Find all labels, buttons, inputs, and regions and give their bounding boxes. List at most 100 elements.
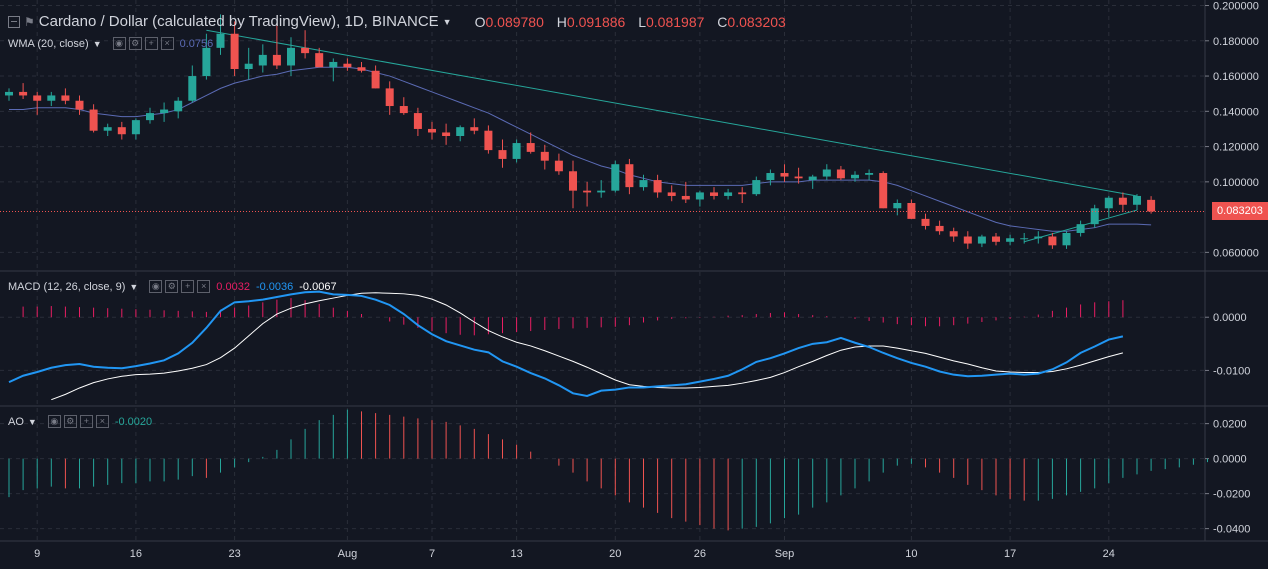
candle-body bbox=[484, 130, 493, 151]
candle-body bbox=[992, 236, 1000, 242]
ao-label[interactable]: AO bbox=[8, 415, 24, 428]
candle-body bbox=[822, 169, 831, 177]
symbol-caret-icon[interactable]: ▼ bbox=[442, 16, 452, 27]
candle-body bbox=[1118, 197, 1127, 205]
x-tick-label: 23 bbox=[228, 548, 240, 560]
candle-body bbox=[625, 164, 634, 188]
low-value: 0.081987 bbox=[646, 13, 705, 30]
plus-icon[interactable]: + bbox=[181, 280, 195, 293]
wma-label[interactable]: WMA (20, close) bbox=[8, 37, 89, 50]
candle-body bbox=[540, 151, 549, 161]
candle-body bbox=[272, 54, 281, 66]
candle-body bbox=[851, 174, 859, 179]
candle-body bbox=[103, 127, 112, 131]
candle-body bbox=[710, 192, 718, 196]
candle-body bbox=[385, 88, 394, 107]
candle-body bbox=[5, 91, 13, 96]
x-tick-label: 9 bbox=[34, 548, 40, 560]
candle-body bbox=[977, 236, 986, 244]
candle-body bbox=[780, 173, 789, 177]
x-tick-label: 17 bbox=[1004, 548, 1016, 560]
candle-body bbox=[244, 63, 253, 69]
collapse-icon[interactable] bbox=[8, 15, 20, 28]
candle-body bbox=[738, 192, 747, 195]
ao-caret-icon[interactable]: ▼ bbox=[27, 416, 37, 427]
candle-body bbox=[836, 169, 845, 179]
candle-body bbox=[188, 76, 197, 101]
candle-body bbox=[470, 127, 479, 131]
candle-body bbox=[526, 143, 535, 152]
y-tick-label: 0.0200 bbox=[1213, 419, 1247, 431]
open-label: O bbox=[474, 13, 486, 30]
candle-body bbox=[146, 113, 154, 121]
y-tick-label: -0.0100 bbox=[1213, 365, 1250, 377]
close-label: C bbox=[717, 13, 728, 30]
macd-caret-icon[interactable]: ▼ bbox=[129, 281, 139, 292]
candle-body bbox=[1062, 232, 1071, 246]
x-tick-label: 16 bbox=[130, 548, 142, 560]
macd-signal-value: -0.0067 bbox=[299, 280, 337, 293]
candle-body bbox=[1048, 236, 1057, 246]
candle-body bbox=[371, 70, 380, 89]
candle-body bbox=[554, 160, 563, 172]
candle-body bbox=[893, 203, 902, 209]
candle-body bbox=[131, 120, 140, 135]
macd-label[interactable]: MACD (12, 26, close, 9) bbox=[8, 280, 126, 293]
gear-icon[interactable]: ⚙ bbox=[128, 37, 142, 50]
eye-icon[interactable]: ◉ bbox=[112, 37, 126, 50]
y-tick-label: -0.0200 bbox=[1213, 489, 1250, 501]
candle-body bbox=[865, 173, 874, 175]
candle-body bbox=[949, 231, 958, 237]
candle-body bbox=[160, 109, 169, 114]
candle-body bbox=[33, 95, 42, 101]
candle-body bbox=[569, 171, 577, 191]
eye-icon[interactable]: ◉ bbox=[47, 415, 61, 428]
plus-icon[interactable]: + bbox=[144, 37, 158, 50]
open-value: 0.089780 bbox=[485, 13, 544, 30]
candle-body bbox=[639, 180, 648, 188]
candle-body bbox=[258, 54, 267, 66]
candle-body bbox=[512, 143, 521, 159]
gear-icon[interactable]: ⚙ bbox=[165, 280, 179, 293]
gear-icon[interactable]: ⚙ bbox=[63, 415, 77, 428]
ao-buttons: ◉ ⚙ + × bbox=[45, 415, 109, 428]
candle-body bbox=[357, 67, 366, 71]
candle-body bbox=[752, 180, 761, 195]
plus-icon[interactable]: + bbox=[79, 415, 93, 428]
y-tick-label: 0.200000 bbox=[1213, 1, 1259, 13]
wma-buttons: ◉ ⚙ + × bbox=[110, 37, 174, 50]
candle-body bbox=[174, 100, 183, 112]
main-legend: ⚑ Cardano / Dollar (calculated by Tradin… bbox=[8, 13, 786, 30]
candle-body bbox=[19, 91, 28, 96]
symbol-title[interactable]: Cardano / Dollar (calculated by TradingV… bbox=[38, 13, 439, 30]
x-tick-label: 13 bbox=[510, 548, 522, 560]
macd-buttons: ◉ ⚙ + × bbox=[146, 280, 211, 293]
candle-body bbox=[583, 190, 592, 193]
y-tick-label: 0.140000 bbox=[1213, 106, 1259, 118]
candle-body bbox=[653, 180, 662, 193]
candle-body bbox=[1090, 208, 1099, 225]
wma-value: 0.0756 bbox=[179, 37, 214, 50]
y-tick-label: 0.100000 bbox=[1213, 177, 1259, 189]
candle-body bbox=[61, 95, 70, 101]
wma-line bbox=[9, 66, 1152, 232]
close-value: 0.083203 bbox=[727, 13, 786, 30]
eye-icon[interactable]: ◉ bbox=[149, 280, 163, 293]
y-tick-label: 0.060000 bbox=[1213, 247, 1259, 259]
macd-signal-line bbox=[51, 292, 1124, 401]
wma-caret-icon[interactable]: ▼ bbox=[92, 38, 102, 49]
candle-body bbox=[301, 47, 310, 54]
candle-body bbox=[315, 53, 324, 68]
close-icon[interactable]: × bbox=[197, 280, 211, 293]
flag-icon[interactable]: ⚑ bbox=[24, 14, 35, 29]
candle-body bbox=[921, 218, 930, 226]
x-tick-label: 20 bbox=[609, 548, 621, 560]
low-label: L bbox=[638, 13, 646, 30]
candle-body bbox=[611, 164, 620, 191]
candle-body bbox=[117, 127, 126, 135]
close-icon[interactable]: × bbox=[95, 415, 109, 428]
close-icon[interactable]: × bbox=[160, 37, 174, 50]
x-tick-label: 24 bbox=[1103, 548, 1115, 560]
y-tick-label: 0.160000 bbox=[1213, 71, 1259, 83]
